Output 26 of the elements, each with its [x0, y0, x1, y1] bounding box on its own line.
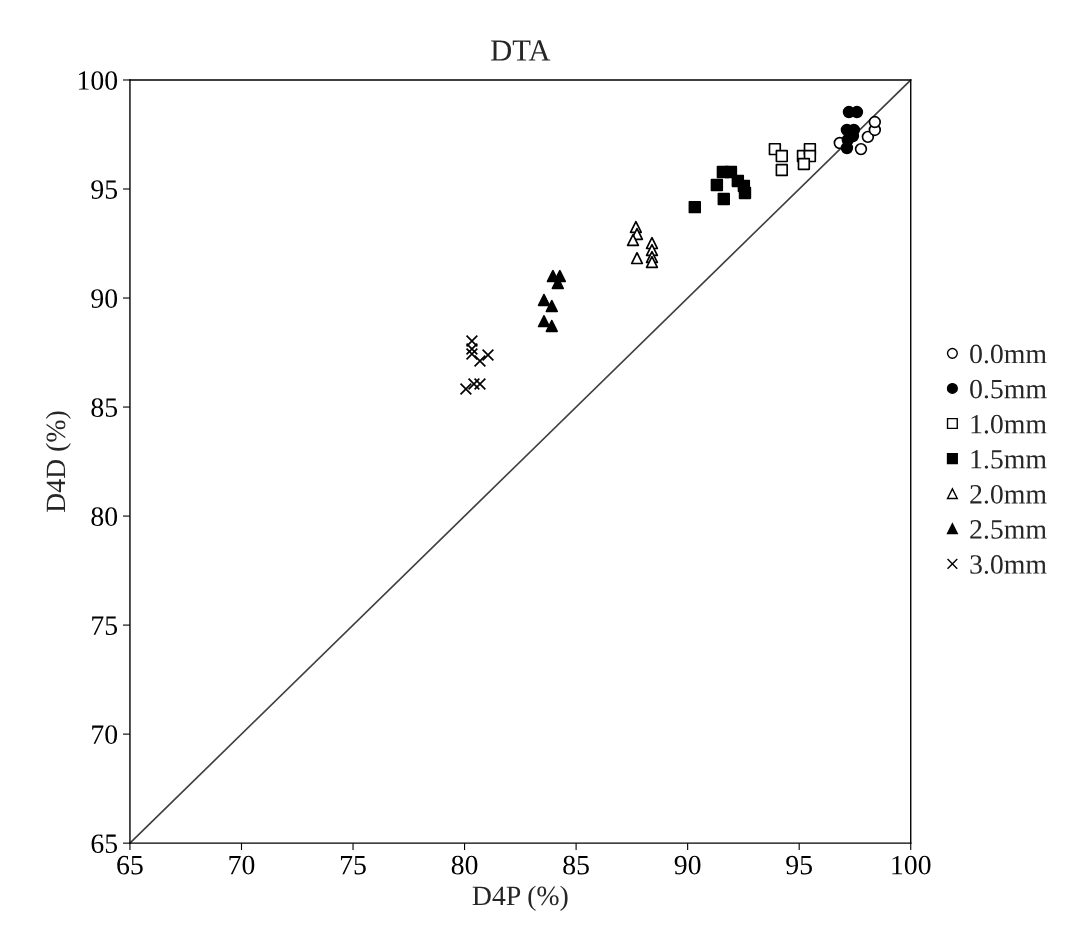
x-tick-label: 90: [674, 855, 701, 875]
x-tick-label: 65: [117, 855, 143, 875]
legend-label: 3.0mm: [970, 555, 1047, 574]
x-tick-label: 100: [892, 855, 931, 875]
legend-label: 2.0mm: [970, 484, 1047, 504]
y-tick-label: 80: [91, 507, 118, 526]
y-tick-label: 90: [91, 289, 118, 308]
x-tick-label: 80: [451, 855, 478, 875]
x-tick-label: 75: [340, 856, 366, 875]
legend-label: 1.5mm: [971, 449, 1047, 469]
y-tick-label: 75: [92, 616, 118, 635]
chart-title: DTA: [491, 40, 551, 61]
y-tick-label: 70: [92, 725, 118, 745]
x-tick-label: 95: [786, 855, 812, 875]
x-axis-title: D4P (%): [472, 885, 568, 911]
legend-label: 1.0mm: [971, 414, 1047, 434]
y-tick-label: 100: [78, 71, 118, 90]
x-tick-label: 70: [229, 855, 255, 875]
x-tick-label: 85: [563, 855, 589, 875]
y-tick-label: 85: [91, 398, 118, 417]
legend-label: 0.0mm: [970, 344, 1047, 364]
y-tick-label: 95: [91, 180, 118, 199]
y-tick-label: 65: [91, 834, 118, 854]
legend-label: 0.5mm: [970, 379, 1047, 399]
y-axis-title: D4D (%): [45, 411, 71, 513]
legend-label: 2.5mm: [970, 520, 1047, 539]
